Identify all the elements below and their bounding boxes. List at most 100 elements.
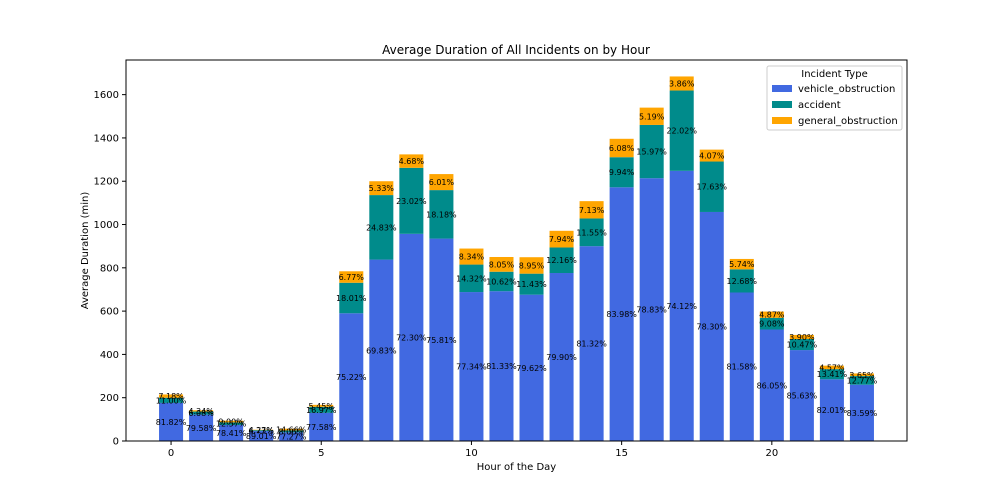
bar-general_obstruction-7 xyxy=(369,181,394,196)
bar-vehicle_obstruction-6 xyxy=(339,313,364,441)
bar-general_obstruction-13 xyxy=(549,230,574,248)
legend-swatch-general_obstruction xyxy=(772,117,792,124)
data-label-general_obstruction-8: 4.68% xyxy=(399,157,425,166)
y-tick-label: 0 xyxy=(113,437,119,448)
bar-vehicle_obstruction-20 xyxy=(759,329,784,441)
bar-vehicle_obstruction-9 xyxy=(429,238,454,441)
data-label-accident-1: 6.08% xyxy=(188,409,214,418)
data-label-vehicle_obstruction-2: 78.41% xyxy=(216,429,247,438)
bar-vehicle_obstruction-23 xyxy=(849,384,874,441)
data-label-accident-16: 15.97% xyxy=(636,148,667,157)
data-label-accident-10: 14.32% xyxy=(456,274,487,283)
bar-accident-14 xyxy=(579,218,604,247)
data-label-vehicle_obstruction-8: 72.30% xyxy=(396,333,427,342)
bar-vehicle_obstruction-12 xyxy=(519,294,544,441)
bar-accident-4 xyxy=(279,430,304,433)
data-label-vehicle_obstruction-23: 83.59% xyxy=(847,409,878,418)
data-label-vehicle_obstruction-11: 81.33% xyxy=(486,362,517,371)
data-label-general_obstruction-17: 3.86% xyxy=(669,79,695,88)
data-label-general_obstruction-19: 5.74% xyxy=(729,260,755,269)
data-label-general_obstruction-23: 3.65% xyxy=(849,371,875,380)
bar-vehicle_obstruction-16 xyxy=(639,178,664,441)
bar-general_obstruction-17 xyxy=(669,76,694,91)
data-label-general_obstruction-13: 7.94% xyxy=(549,235,575,244)
bar-accident-8 xyxy=(399,167,424,234)
data-label-general_obstruction-12: 8.95% xyxy=(519,261,545,270)
data-label-vehicle_obstruction-13: 79.90% xyxy=(546,353,577,362)
bar-general_obstruction-12 xyxy=(519,257,544,274)
data-label-accident-4: 8.06% xyxy=(279,427,305,436)
bar-accident-12 xyxy=(519,273,544,295)
data-label-general_obstruction-14: 7.13% xyxy=(579,206,605,215)
bar-vehicle_obstruction-10 xyxy=(459,292,484,441)
data-label-accident-18: 17.63% xyxy=(696,183,727,192)
data-label-vehicle_obstruction-3: 89.01% xyxy=(246,432,277,441)
x-tick-label: 20 xyxy=(765,448,778,459)
bar-vehicle_obstruction-4 xyxy=(279,432,304,441)
legend-swatch-accident xyxy=(772,101,792,108)
bar-accident-9 xyxy=(429,190,454,239)
bar-vehicle_obstruction-22 xyxy=(819,379,844,441)
bar-vehicle_obstruction-18 xyxy=(699,211,724,441)
data-label-accident-5: 16.97% xyxy=(306,406,337,415)
data-label-accident-20: 9.08% xyxy=(759,320,785,329)
bar-general_obstruction-19 xyxy=(729,258,754,270)
bar-general_obstruction-4 xyxy=(279,428,304,431)
data-label-vehicle_obstruction-21: 85.63% xyxy=(787,392,818,401)
bar-accident-23 xyxy=(849,376,874,385)
bars-layer xyxy=(159,76,874,441)
bar-general_obstruction-10 xyxy=(459,248,484,265)
data-label-vehicle_obstruction-5: 77.58% xyxy=(306,423,337,432)
bar-general_obstruction-21 xyxy=(789,334,814,340)
x-tick-label: 0 xyxy=(168,448,174,459)
bar-vehicle_obstruction-11 xyxy=(489,291,514,441)
data-label-vehicle_obstruction-19: 81.58% xyxy=(727,363,758,372)
data-label-general_obstruction-7: 5.33% xyxy=(369,184,395,193)
legend-box xyxy=(766,65,903,131)
bar-general_obstruction-8 xyxy=(399,154,424,168)
bar-accident-5 xyxy=(309,406,334,413)
bar-accident-17 xyxy=(669,90,694,171)
bar-vehicle_obstruction-13 xyxy=(549,273,574,441)
x-tick-label: 10 xyxy=(465,448,478,459)
data-label-accident-0: 11.00% xyxy=(156,396,187,405)
bar-vehicle_obstruction-3 xyxy=(249,431,274,441)
bar-general_obstruction-18 xyxy=(699,149,724,162)
legend-entry-general_obstruction: general_obstruction xyxy=(798,116,898,127)
bar-vehicle_obstruction-2 xyxy=(219,424,244,441)
data-label-vehicle_obstruction-22: 82.01% xyxy=(817,406,848,415)
y-tick-label: 1200 xyxy=(94,177,119,188)
y-tick-label: 200 xyxy=(100,393,119,404)
bar-general_obstruction-20 xyxy=(759,311,784,318)
y-tick-label: 1400 xyxy=(94,133,119,144)
data-label-vehicle_obstruction-17: 74.12% xyxy=(666,302,697,311)
bar-accident-7 xyxy=(369,195,394,260)
bar-vehicle_obstruction-14 xyxy=(579,246,604,441)
data-label-vehicle_obstruction-18: 78.30% xyxy=(696,322,727,331)
data-label-general_obstruction-16: 5.19% xyxy=(639,112,665,121)
data-label-general_obstruction-3: 4.27% xyxy=(248,426,274,435)
data-label-general_obstruction-2: 9.00% xyxy=(218,418,244,427)
bar-vehicle_obstruction-0 xyxy=(159,402,184,441)
data-label-vehicle_obstruction-10: 77.34% xyxy=(456,363,487,372)
bar-general_obstruction-16 xyxy=(639,107,664,125)
data-label-accident-2: 12.57% xyxy=(216,420,247,429)
legend-entry-vehicle_obstruction: vehicle_obstruction xyxy=(798,84,895,95)
bar-general_obstruction-11 xyxy=(489,256,514,272)
bar-accident-21 xyxy=(789,339,814,351)
x-tick-label: 15 xyxy=(615,448,628,459)
data-label-accident-12: 11.43% xyxy=(516,280,547,289)
bar-vehicle_obstruction-8 xyxy=(399,233,424,441)
bar-general_obstruction-23 xyxy=(849,373,874,377)
data-label-general_obstruction-21: 3.90% xyxy=(789,333,815,342)
y-tick-label: 600 xyxy=(100,307,119,318)
bar-general_obstruction-5 xyxy=(309,404,334,407)
bar-general_obstruction-0 xyxy=(159,394,184,398)
bar-vehicle_obstruction-19 xyxy=(729,292,754,441)
data-label-accident-22: 13.41% xyxy=(817,370,848,379)
data-label-vehicle_obstruction-4: 77.27% xyxy=(276,433,307,442)
legend-entry-accident: accident xyxy=(798,100,841,111)
bar-accident-1 xyxy=(189,411,214,415)
legend: Incident Type vehicle_obstruction accident… xyxy=(766,65,903,131)
